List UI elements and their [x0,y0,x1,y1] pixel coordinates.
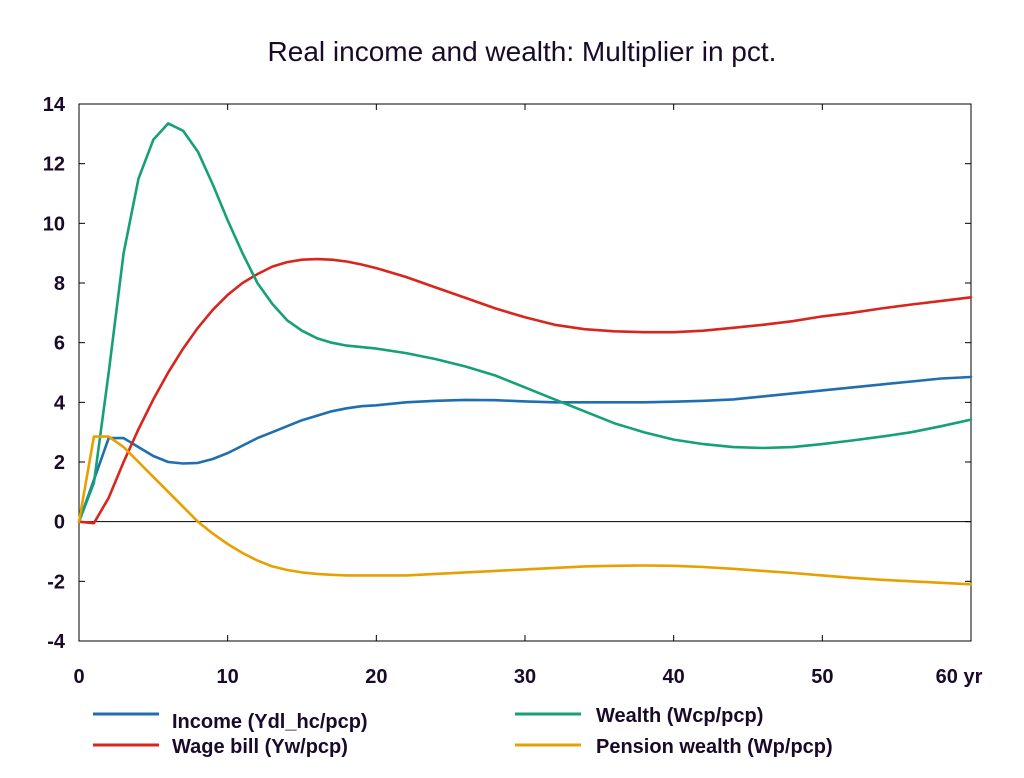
chart-title: Real income and wealth: Multiplier in pc… [268,36,777,67]
x-tick-label: 50 [811,666,833,688]
y-tick-label: 8 [54,273,65,295]
y-tick-label: 10 [43,213,65,235]
x-axis-ticks: 0 10 20 30 40 50 60 yr [73,104,983,688]
x-tick-label: 40 [663,666,685,688]
legend-item-1: Income (Ydl_hc/pcp) [93,711,368,733]
y-tick-label: 12 [43,154,65,176]
y-axis-ticks: -4 -2 0 2 4 6 8 10 12 14 [43,94,971,653]
legend: Income (Ydl_hc/pcp) Wage bill (Yw/pcp) Wea… [93,705,833,758]
legend-item-2: Wage bill (Yw/pcp) [93,736,348,758]
x-tick-label: 10 [217,666,239,688]
y-tick-label: -4 [47,631,66,653]
y-tick-label: 2 [54,452,65,474]
x-tick-label: 20 [365,666,387,688]
x-tick-label: 0 [73,666,84,688]
series-lines [77,122,973,586]
x-tick-label: 60 yr [936,666,983,688]
legend-label: Pension wealth (Wp/pcp) [596,736,833,758]
series-line-3 [77,122,973,524]
y-tick-label: 6 [54,333,65,355]
legend-label: Income (Ydl_hc/pcp) [172,711,368,733]
series-line-1 [77,375,973,524]
y-tick-label: 4 [54,392,66,414]
series-line-4 [77,435,973,586]
y-tick-label: 14 [43,94,66,116]
y-tick-label: 0 [54,512,65,534]
legend-item-4: Pension wealth (Wp/pcp) [515,736,833,758]
series-line-2 [77,257,973,525]
legend-item-3: Wealth (Wcp/pcp) [515,705,763,727]
x-tick-label: 30 [514,666,536,688]
legend-label: Wealth (Wcp/pcp) [596,705,763,727]
y-tick-label: -2 [47,571,65,593]
legend-label: Wage bill (Yw/pcp) [172,736,348,758]
